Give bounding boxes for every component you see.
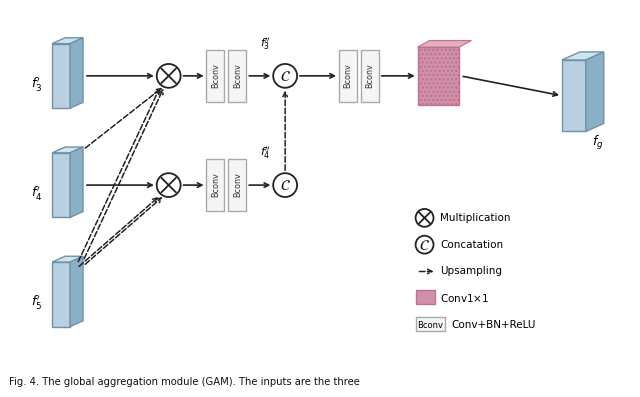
Text: Bconv: Bconv [344, 64, 353, 88]
Text: Bconv: Bconv [365, 64, 374, 88]
FancyBboxPatch shape [207, 159, 225, 211]
FancyBboxPatch shape [361, 50, 379, 102]
Text: Bconv: Bconv [211, 64, 220, 88]
Text: Bconv: Bconv [233, 173, 242, 197]
Text: $f_5'$: $f_5'$ [31, 293, 42, 311]
Polygon shape [52, 256, 83, 262]
FancyBboxPatch shape [207, 50, 225, 102]
Polygon shape [52, 38, 83, 44]
Text: Concatation: Concatation [440, 240, 504, 250]
Text: $f_4''$: $f_4''$ [260, 145, 271, 161]
Polygon shape [70, 38, 83, 108]
Polygon shape [52, 44, 70, 108]
FancyBboxPatch shape [228, 50, 246, 102]
Circle shape [157, 173, 180, 197]
Text: Upsampling: Upsampling [440, 266, 502, 276]
Text: Conv+BN+ReLU: Conv+BN+ReLU [451, 320, 536, 330]
Polygon shape [562, 60, 586, 131]
Text: Fig. 4. The global aggregation module (GAM). The inputs are the three: Fig. 4. The global aggregation module (G… [10, 377, 360, 387]
Circle shape [273, 64, 297, 88]
Text: $\mathcal{C}$: $\mathcal{C}$ [280, 178, 291, 193]
Polygon shape [52, 262, 70, 327]
Text: Bconv: Bconv [233, 64, 242, 88]
Circle shape [273, 173, 297, 197]
FancyBboxPatch shape [415, 290, 435, 304]
Polygon shape [586, 52, 604, 131]
Text: Bconv: Bconv [211, 173, 220, 197]
Text: Conv1$\times$1: Conv1$\times$1 [440, 292, 490, 304]
Circle shape [415, 209, 433, 227]
Text: $f_3'$: $f_3'$ [31, 75, 42, 93]
FancyBboxPatch shape [415, 317, 445, 331]
Polygon shape [417, 47, 460, 105]
Circle shape [415, 236, 433, 254]
Text: Bconv: Bconv [417, 321, 444, 330]
Circle shape [157, 64, 180, 88]
Polygon shape [417, 40, 471, 47]
Polygon shape [52, 147, 83, 153]
Text: $\mathcal{C}$: $\mathcal{C}$ [419, 238, 430, 252]
FancyBboxPatch shape [339, 50, 357, 102]
Polygon shape [562, 52, 604, 60]
FancyBboxPatch shape [228, 159, 246, 211]
Polygon shape [52, 153, 70, 218]
Polygon shape [70, 147, 83, 218]
Polygon shape [70, 256, 83, 327]
Text: Multiplication: Multiplication [440, 213, 511, 223]
Text: $f_4'$: $f_4'$ [31, 184, 42, 202]
Text: $f_g$: $f_g$ [592, 135, 604, 152]
Text: $\mathcal{C}$: $\mathcal{C}$ [280, 69, 291, 84]
Text: $f_3''$: $f_3''$ [260, 36, 271, 52]
